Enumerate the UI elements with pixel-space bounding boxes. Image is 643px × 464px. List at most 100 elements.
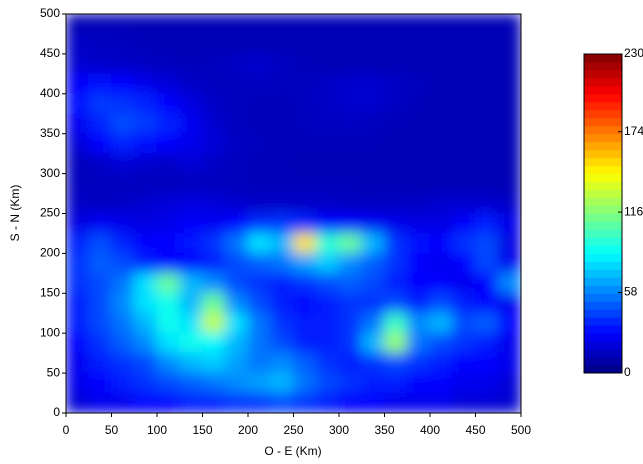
heat-cell	[406, 153, 431, 175]
heatmap	[66, 14, 521, 413]
x-tick-label: 0	[63, 423, 70, 437]
heat-cell	[429, 133, 454, 155]
colorbar-band	[584, 325, 622, 334]
heat-cell	[384, 213, 408, 234]
heat-cell	[66, 33, 90, 55]
heat-cell	[88, 292, 112, 314]
heat-cell	[475, 232, 499, 254]
heat-cell	[406, 292, 431, 314]
heat-cell	[293, 232, 317, 254]
heat-cell	[361, 312, 385, 334]
heat-cell	[224, 133, 249, 155]
heat-cell	[133, 252, 158, 274]
heat-cell	[247, 113, 272, 135]
heat-cell	[66, 113, 90, 135]
heat-cell	[224, 113, 249, 135]
heat-cell	[315, 213, 340, 234]
heat-cell	[338, 292, 363, 314]
colorbar-band	[584, 333, 622, 342]
y-tick-label: 400	[40, 86, 60, 100]
colorbar-band	[584, 189, 622, 199]
heat-cell	[111, 252, 135, 274]
heat-cell	[315, 153, 340, 175]
y-tick-label: 450	[40, 46, 60, 60]
heat-cell	[66, 272, 90, 294]
heat-cell	[475, 392, 499, 413]
y-tick-label: 350	[40, 126, 60, 140]
colorbar-band	[584, 157, 622, 167]
heat-cell	[156, 252, 181, 274]
colorbar-band	[584, 301, 622, 310]
heat-cell	[384, 372, 408, 394]
heat-cell	[270, 53, 294, 75]
heat-cell	[66, 53, 90, 75]
heat-cell	[111, 352, 135, 374]
colorbar-band	[584, 69, 622, 79]
heat-cell	[475, 332, 499, 354]
heat-cell	[338, 312, 363, 334]
colorbar-band	[584, 205, 622, 214]
heat-cell	[338, 113, 363, 135]
heat-cell	[384, 113, 408, 135]
heat-cell	[270, 272, 294, 294]
heat-cell	[156, 193, 181, 214]
heat-cell	[179, 352, 203, 374]
heat-cell	[66, 173, 90, 195]
heat-cell	[475, 53, 499, 75]
colorbar-band	[584, 213, 622, 222]
heat-cell	[247, 173, 272, 195]
heat-cell	[384, 73, 408, 95]
heat-cell	[361, 372, 385, 394]
colorbar-band	[584, 237, 622, 246]
heat-cell	[384, 193, 408, 214]
heat-cell	[429, 193, 454, 214]
heat-cell	[361, 193, 385, 214]
heat-cell	[66, 292, 90, 314]
heat-cell	[156, 33, 181, 55]
heat-cell	[156, 93, 181, 115]
heat-cell	[429, 232, 454, 254]
colorbar-band	[584, 277, 622, 286]
heat-cell	[247, 312, 272, 334]
heat-cell	[406, 213, 431, 234]
heat-cell	[224, 173, 249, 195]
heat-cell	[384, 312, 408, 334]
heat-cell	[338, 33, 363, 55]
heat-cell	[247, 392, 272, 413]
heat-cell	[270, 133, 294, 155]
heat-cell	[111, 193, 135, 214]
heat-cell	[475, 153, 499, 175]
heat-cell	[88, 272, 112, 294]
heat-cell	[497, 292, 521, 314]
heat-cell	[270, 352, 294, 374]
heat-cell	[111, 14, 135, 35]
heat-cell	[452, 153, 476, 175]
heat-cell	[247, 252, 272, 274]
heat-cell	[224, 213, 249, 234]
heat-cell	[475, 73, 499, 95]
heat-cell	[475, 252, 499, 274]
heat-cell	[133, 53, 158, 75]
heat-cell	[133, 332, 158, 354]
heat-cell	[406, 173, 431, 195]
heat-cell	[361, 232, 385, 254]
heat-cell	[66, 193, 90, 214]
heat-cell	[497, 93, 521, 115]
heat-cell	[156, 213, 181, 234]
heat-cell	[293, 193, 317, 214]
heat-cell	[452, 133, 476, 155]
heat-cell	[247, 14, 272, 35]
heat-cell	[429, 213, 454, 234]
heat-cell	[361, 14, 385, 35]
heat-cell	[202, 153, 226, 175]
heat-cell	[406, 312, 431, 334]
y-tick-label: 150	[40, 285, 60, 299]
heat-cell	[111, 133, 135, 155]
colorbar-band	[584, 285, 622, 294]
heat-cell	[133, 292, 158, 314]
heat-cell	[338, 213, 363, 234]
y-tick-label: 300	[40, 166, 60, 180]
heat-cell	[384, 153, 408, 175]
heat-cell	[429, 53, 454, 75]
heat-cell	[88, 153, 112, 175]
